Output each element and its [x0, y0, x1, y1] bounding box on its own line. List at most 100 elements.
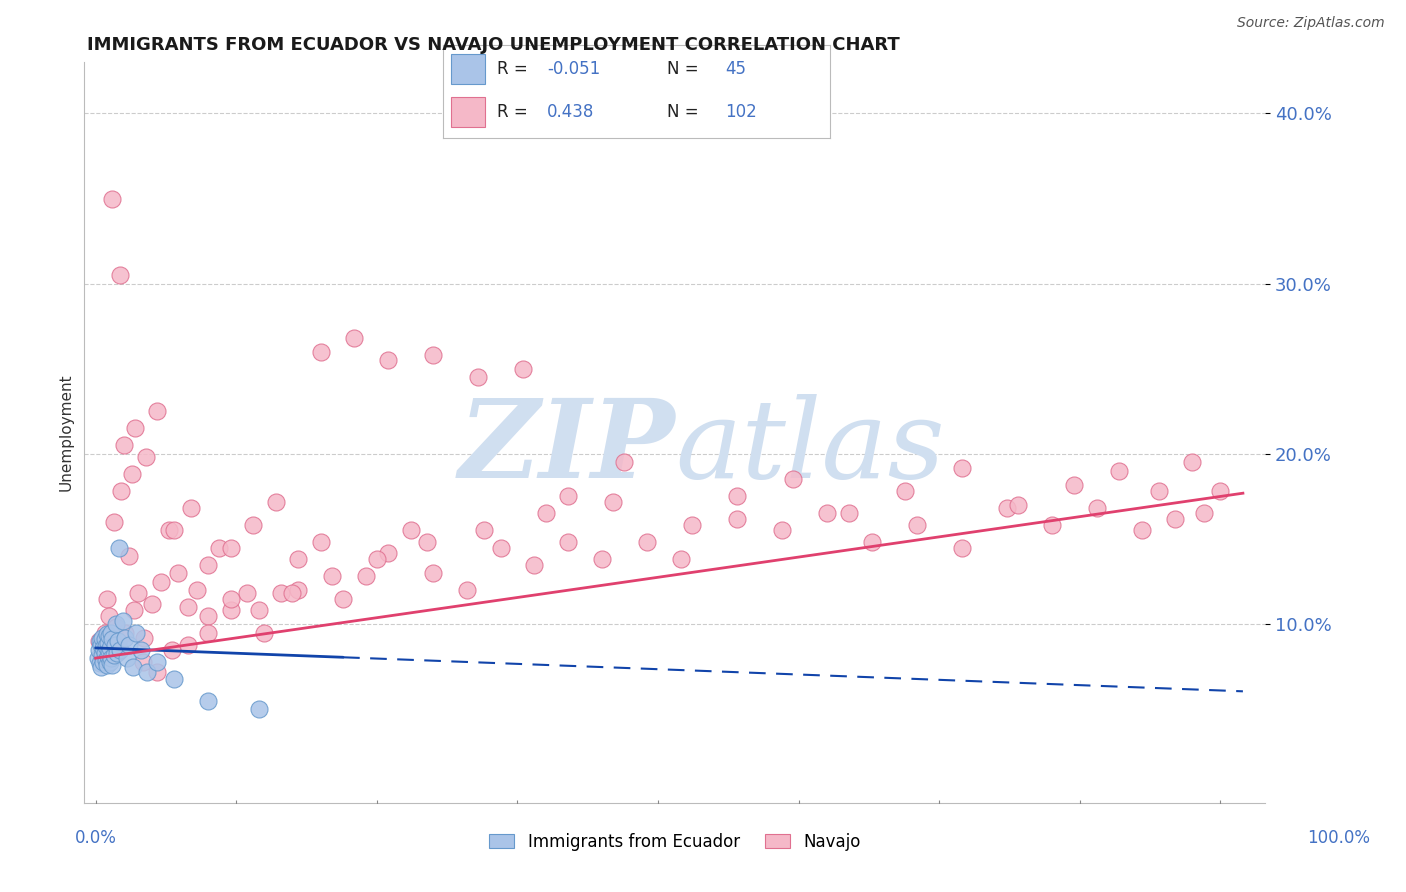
- Point: [157, 524, 180, 538]
- Point: [96, 627, 118, 641]
- Point: [166, 566, 188, 580]
- Point: [87, 642, 110, 657]
- Point: [87, 634, 110, 648]
- Text: 0.438: 0.438: [547, 103, 595, 121]
- Point: [489, 541, 512, 555]
- Text: Source: ZipAtlas.com: Source: ZipAtlas.com: [1237, 16, 1385, 29]
- Point: [557, 535, 579, 549]
- Point: [456, 582, 478, 597]
- Point: [107, 634, 129, 648]
- Point: [1063, 477, 1085, 491]
- Point: [112, 438, 135, 452]
- Point: [242, 518, 264, 533]
- Point: [247, 603, 270, 617]
- Point: [725, 490, 748, 504]
- Point: [180, 501, 202, 516]
- Text: R =: R =: [498, 103, 527, 121]
- Point: [591, 552, 613, 566]
- Point: [122, 603, 145, 617]
- Point: [96, 657, 118, 672]
- Point: [100, 625, 122, 640]
- Point: [100, 651, 122, 665]
- Point: [94, 639, 117, 653]
- Point: [332, 591, 354, 606]
- Point: [197, 625, 219, 640]
- Point: [118, 549, 141, 563]
- Point: [114, 625, 136, 640]
- Text: N =: N =: [668, 60, 699, 78]
- Point: [860, 535, 883, 549]
- Point: [1085, 501, 1108, 516]
- FancyBboxPatch shape: [450, 54, 485, 84]
- Point: [141, 597, 163, 611]
- Y-axis label: Unemployment: Unemployment: [58, 374, 73, 491]
- Point: [107, 638, 129, 652]
- Point: [343, 331, 366, 345]
- Point: [197, 558, 219, 572]
- Point: [89, 634, 111, 648]
- Point: [270, 586, 292, 600]
- Point: [110, 642, 132, 657]
- Point: [114, 631, 136, 645]
- Point: [149, 574, 172, 589]
- Point: [815, 507, 838, 521]
- Point: [950, 541, 973, 555]
- Point: [129, 642, 152, 657]
- Point: [354, 569, 377, 583]
- Point: [236, 586, 259, 600]
- Point: [89, 657, 111, 671]
- Text: -0.051: -0.051: [547, 60, 600, 78]
- Point: [90, 638, 112, 652]
- Point: [98, 640, 121, 655]
- Point: [125, 625, 148, 640]
- Text: R =: R =: [498, 60, 527, 78]
- Point: [512, 361, 534, 376]
- Point: [472, 524, 495, 538]
- Point: [108, 541, 131, 555]
- Point: [557, 490, 579, 504]
- Text: N =: N =: [668, 103, 699, 121]
- Point: [208, 541, 231, 555]
- Point: [1147, 484, 1170, 499]
- Point: [146, 404, 169, 418]
- Text: IMMIGRANTS FROM ECUADOR VS NAVAJO UNEMPLOYMENT CORRELATION CHART: IMMIGRANTS FROM ECUADOR VS NAVAJO UNEMPL…: [87, 36, 900, 54]
- Point: [98, 608, 121, 623]
- Point: [186, 582, 208, 597]
- Point: [93, 625, 115, 640]
- Point: [103, 515, 125, 529]
- Point: [160, 642, 183, 657]
- Point: [98, 655, 121, 669]
- Point: [197, 694, 219, 708]
- Point: [121, 659, 143, 673]
- Point: [101, 192, 124, 206]
- Point: [96, 651, 118, 665]
- Point: [894, 484, 917, 499]
- Point: [163, 672, 186, 686]
- Point: [287, 582, 309, 597]
- Point: [197, 608, 219, 623]
- Point: [132, 655, 155, 669]
- Text: ZIP: ZIP: [458, 393, 675, 501]
- Point: [416, 535, 439, 549]
- Point: [101, 657, 124, 672]
- Point: [366, 552, 388, 566]
- Point: [115, 651, 138, 665]
- Point: [90, 659, 112, 673]
- Text: 45: 45: [725, 60, 747, 78]
- Point: [177, 600, 200, 615]
- Point: [950, 460, 973, 475]
- Point: [93, 646, 115, 660]
- Point: [136, 665, 159, 679]
- Point: [146, 655, 169, 669]
- Point: [91, 648, 114, 662]
- Point: [104, 620, 127, 634]
- Point: [1181, 455, 1204, 469]
- Point: [93, 655, 115, 669]
- Point: [264, 494, 287, 508]
- Point: [104, 638, 127, 652]
- Text: 102: 102: [725, 103, 756, 121]
- Point: [219, 603, 242, 617]
- Point: [91, 648, 114, 662]
- Point: [681, 518, 703, 533]
- Point: [467, 370, 489, 384]
